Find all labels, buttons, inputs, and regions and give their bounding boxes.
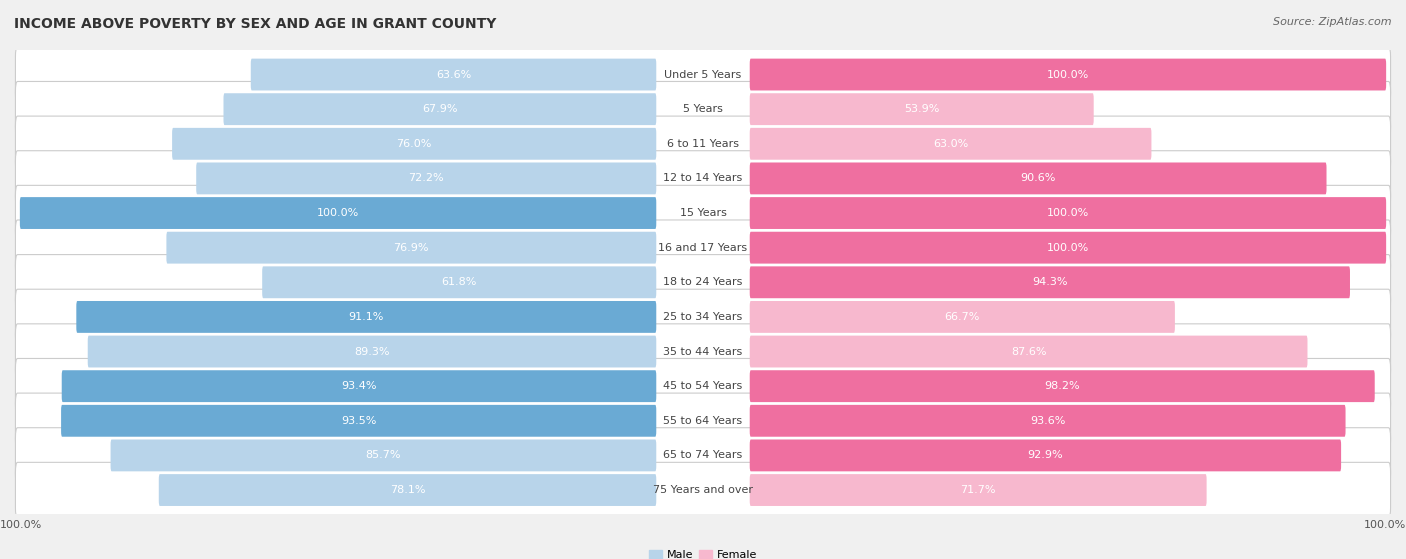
Text: 87.6%: 87.6% xyxy=(1011,347,1046,357)
FancyBboxPatch shape xyxy=(60,405,657,437)
FancyBboxPatch shape xyxy=(15,82,1391,137)
FancyBboxPatch shape xyxy=(166,232,657,264)
Text: 45 to 54 Years: 45 to 54 Years xyxy=(664,381,742,391)
Text: 35 to 44 Years: 35 to 44 Years xyxy=(664,347,742,357)
Text: INCOME ABOVE POVERTY BY SEX AND AGE IN GRANT COUNTY: INCOME ABOVE POVERTY BY SEX AND AGE IN G… xyxy=(14,17,496,31)
FancyBboxPatch shape xyxy=(15,254,1391,310)
Text: 6 to 11 Years: 6 to 11 Years xyxy=(666,139,740,149)
Legend: Male, Female: Male, Female xyxy=(644,545,762,559)
Text: Under 5 Years: Under 5 Years xyxy=(665,69,741,79)
FancyBboxPatch shape xyxy=(749,163,1326,195)
Text: 92.9%: 92.9% xyxy=(1028,451,1063,461)
FancyBboxPatch shape xyxy=(15,324,1391,379)
FancyBboxPatch shape xyxy=(197,163,657,195)
FancyBboxPatch shape xyxy=(20,197,657,229)
Text: 63.6%: 63.6% xyxy=(436,69,471,79)
FancyBboxPatch shape xyxy=(749,439,1341,471)
FancyBboxPatch shape xyxy=(749,197,1386,229)
FancyBboxPatch shape xyxy=(749,474,1206,506)
FancyBboxPatch shape xyxy=(15,151,1391,206)
FancyBboxPatch shape xyxy=(749,93,1094,125)
FancyBboxPatch shape xyxy=(15,462,1391,518)
Text: 53.9%: 53.9% xyxy=(904,104,939,114)
Text: 100.0%: 100.0% xyxy=(316,208,359,218)
FancyBboxPatch shape xyxy=(15,116,1391,172)
FancyBboxPatch shape xyxy=(15,393,1391,448)
Text: 93.4%: 93.4% xyxy=(342,381,377,391)
FancyBboxPatch shape xyxy=(15,289,1391,344)
Text: 100.0%: 100.0% xyxy=(1047,69,1090,79)
FancyBboxPatch shape xyxy=(15,220,1391,276)
Text: 75 Years and over: 75 Years and over xyxy=(652,485,754,495)
Text: 25 to 34 Years: 25 to 34 Years xyxy=(664,312,742,322)
Text: 65 to 74 Years: 65 to 74 Years xyxy=(664,451,742,461)
Text: 16 and 17 Years: 16 and 17 Years xyxy=(658,243,748,253)
Text: 15 Years: 15 Years xyxy=(679,208,727,218)
FancyBboxPatch shape xyxy=(262,267,657,298)
FancyBboxPatch shape xyxy=(749,301,1175,333)
FancyBboxPatch shape xyxy=(172,128,657,160)
FancyBboxPatch shape xyxy=(111,439,657,471)
Text: 18 to 24 Years: 18 to 24 Years xyxy=(664,277,742,287)
Text: 5 Years: 5 Years xyxy=(683,104,723,114)
Text: 94.3%: 94.3% xyxy=(1032,277,1067,287)
FancyBboxPatch shape xyxy=(15,186,1391,241)
FancyBboxPatch shape xyxy=(749,59,1386,91)
FancyBboxPatch shape xyxy=(250,59,657,91)
FancyBboxPatch shape xyxy=(749,128,1152,160)
Text: Source: ZipAtlas.com: Source: ZipAtlas.com xyxy=(1274,17,1392,27)
Text: 55 to 64 Years: 55 to 64 Years xyxy=(664,416,742,426)
FancyBboxPatch shape xyxy=(15,47,1391,102)
Text: 71.7%: 71.7% xyxy=(960,485,995,495)
Text: 72.2%: 72.2% xyxy=(408,173,444,183)
FancyBboxPatch shape xyxy=(159,474,657,506)
Text: 98.2%: 98.2% xyxy=(1045,381,1080,391)
Text: 78.1%: 78.1% xyxy=(389,485,425,495)
Text: 93.6%: 93.6% xyxy=(1031,416,1066,426)
Text: 12 to 14 Years: 12 to 14 Years xyxy=(664,173,742,183)
FancyBboxPatch shape xyxy=(87,335,657,367)
Text: 89.3%: 89.3% xyxy=(354,347,389,357)
FancyBboxPatch shape xyxy=(749,335,1308,367)
FancyBboxPatch shape xyxy=(749,405,1346,437)
Text: 76.0%: 76.0% xyxy=(396,139,432,149)
FancyBboxPatch shape xyxy=(749,370,1375,402)
Text: 93.5%: 93.5% xyxy=(342,416,377,426)
FancyBboxPatch shape xyxy=(15,358,1391,414)
Text: 63.0%: 63.0% xyxy=(934,139,969,149)
Text: 100.0%: 100.0% xyxy=(1047,243,1090,253)
Text: 61.8%: 61.8% xyxy=(441,277,477,287)
Text: 91.1%: 91.1% xyxy=(349,312,384,322)
FancyBboxPatch shape xyxy=(749,267,1350,298)
FancyBboxPatch shape xyxy=(224,93,657,125)
FancyBboxPatch shape xyxy=(749,232,1386,264)
FancyBboxPatch shape xyxy=(76,301,657,333)
Text: 90.6%: 90.6% xyxy=(1021,173,1056,183)
Text: 66.7%: 66.7% xyxy=(945,312,980,322)
Text: 100.0%: 100.0% xyxy=(1047,208,1090,218)
FancyBboxPatch shape xyxy=(62,370,657,402)
Text: 67.9%: 67.9% xyxy=(422,104,457,114)
Text: 85.7%: 85.7% xyxy=(366,451,401,461)
Text: 76.9%: 76.9% xyxy=(394,243,429,253)
FancyBboxPatch shape xyxy=(15,428,1391,483)
